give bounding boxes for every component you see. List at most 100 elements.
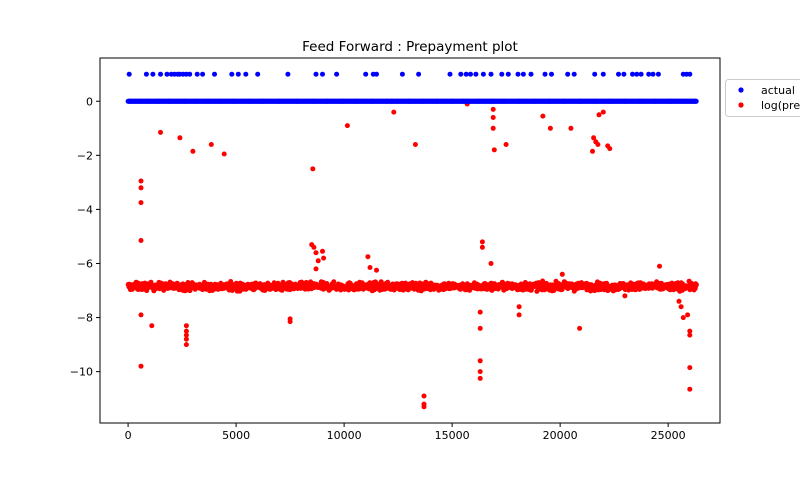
x-tick-label: 0 [125, 429, 132, 442]
plot-frame [99, 57, 721, 424]
point-actual [473, 71, 479, 77]
point-log-pre [479, 244, 485, 250]
point-log-pre [577, 325, 583, 331]
point-log-pre [685, 312, 691, 318]
point-log-pre [600, 109, 606, 115]
point-log-pre [138, 178, 144, 184]
point-log-pre [687, 332, 693, 338]
point-log-pre [331, 279, 337, 285]
point-actual [416, 71, 422, 77]
point-log-pre [183, 332, 189, 338]
point-log-pre [391, 109, 397, 115]
point-log-pre [310, 166, 316, 172]
point-log-pre [149, 323, 155, 329]
point-log-pre [591, 135, 597, 141]
point-log-pre [347, 280, 353, 286]
point-log-pre [503, 142, 509, 147]
point-log-pre [477, 325, 483, 331]
point-actual [212, 71, 217, 77]
point-log-pre [208, 142, 214, 147]
point-log-pre [344, 123, 350, 129]
point-actual [565, 71, 571, 77]
y-tick-label: −6 [77, 257, 93, 270]
point-log-pre [221, 151, 227, 157]
point-actual [634, 71, 640, 77]
point-actual [505, 71, 511, 77]
x-tick-label: 25000 [651, 429, 686, 442]
point-log-pre [315, 258, 321, 264]
point-actual [463, 71, 469, 77]
point-log-pre [138, 312, 144, 318]
point-log-pre [547, 125, 553, 131]
point-log-pre [490, 106, 496, 112]
legend: actual log(pre [725, 79, 800, 117]
point-log-pre [183, 323, 189, 329]
x-tick-label: 5000 [222, 429, 250, 442]
point-log-pre [622, 293, 628, 299]
point-log-pre [311, 244, 317, 250]
point-log-pre [209, 288, 215, 293]
point-log-pre [183, 328, 189, 334]
point-log-pre [421, 393, 427, 399]
point-actual [313, 71, 319, 77]
point-log-pre [479, 239, 485, 245]
point-actual [638, 71, 644, 77]
point-log-pre [477, 358, 483, 364]
point-actual [150, 71, 156, 77]
point-actual [528, 71, 534, 77]
point-log-pre [676, 298, 682, 304]
point-actual [374, 71, 379, 77]
point-log-pre [488, 261, 494, 266]
y-tick-label: −8 [77, 312, 93, 325]
point-log-pre [177, 135, 183, 141]
point-log-pre [313, 250, 319, 256]
point-log-pre [321, 255, 327, 261]
point-log-pre [148, 279, 154, 285]
legend-label-log-pre: log(pre [761, 99, 800, 112]
point-log-pre [421, 404, 427, 410]
point-actual [363, 71, 369, 77]
point-actual [542, 71, 548, 77]
point-actual [285, 71, 291, 77]
point-log-pre [607, 146, 613, 152]
y-tick-label: −4 [77, 203, 93, 216]
point-log-pre [412, 142, 418, 147]
point-actual [616, 71, 621, 77]
y-tick-label: 0 [86, 95, 93, 108]
point-log-pre [568, 125, 574, 131]
point-actual [320, 71, 325, 77]
point-log-pre [657, 263, 662, 269]
point-log-pre [367, 265, 373, 270]
x-tick-label: 10000 [327, 429, 362, 442]
point-actual [480, 71, 486, 77]
point-actual [458, 71, 464, 77]
point-actual [229, 71, 235, 77]
point-log-pre [491, 147, 497, 153]
point-actual [243, 71, 249, 77]
point-actual [621, 71, 627, 77]
y-tick-label: −2 [77, 149, 93, 162]
point-actual [164, 71, 170, 77]
point-log-pre [678, 304, 684, 310]
point-actual [571, 71, 577, 77]
point-actual [126, 71, 132, 77]
point-actual [468, 71, 473, 77]
point-actual [655, 71, 661, 77]
point-log-pre [374, 267, 379, 273]
point-actual [255, 71, 261, 77]
point-log-pre [680, 315, 686, 321]
point-actual [235, 71, 241, 77]
point-log-pre [490, 115, 496, 120]
point-log-pre [138, 238, 144, 243]
point-actual [447, 71, 453, 77]
point-actual [630, 71, 635, 77]
point-log-pre [190, 148, 196, 154]
point-actual [515, 71, 521, 77]
point-log-pre [490, 125, 496, 131]
point-log-pre [590, 148, 595, 154]
plot-area [125, 71, 699, 410]
point-actual [399, 71, 405, 77]
point-log-pre [158, 129, 163, 135]
point-actual [549, 71, 554, 77]
